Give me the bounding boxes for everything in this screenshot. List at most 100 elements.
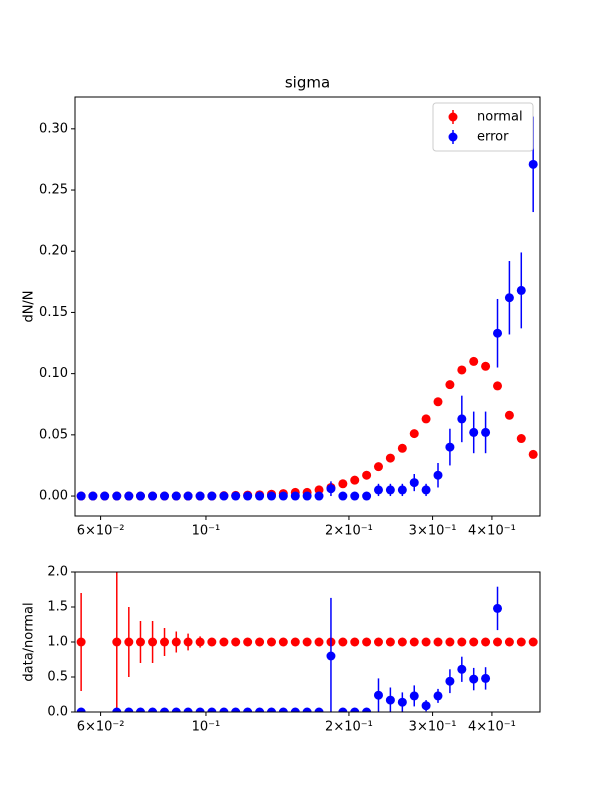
marker (504, 637, 514, 647)
marker (160, 491, 170, 501)
y-tick-label: 0.15 (39, 305, 68, 320)
marker (504, 293, 514, 303)
x-tick-label: 4×10⁻¹ (468, 524, 516, 539)
y-tick-label: 0.00 (39, 489, 68, 504)
marker (469, 427, 479, 437)
marker (385, 485, 395, 495)
marker (373, 690, 383, 700)
marker (278, 491, 288, 501)
marker (183, 707, 193, 712)
marker (112, 491, 122, 501)
marker (124, 637, 134, 647)
marker (362, 470, 372, 480)
marker (397, 443, 407, 453)
marker (397, 485, 407, 495)
marker (290, 637, 300, 647)
marker (469, 674, 479, 684)
marker (231, 637, 241, 647)
marker (481, 637, 491, 647)
marker (421, 701, 431, 711)
marker (504, 410, 514, 420)
marker (421, 414, 431, 424)
marker (76, 491, 86, 501)
marker (266, 491, 276, 501)
marker (255, 637, 265, 647)
marker (445, 676, 455, 686)
marker (171, 491, 181, 501)
marker (516, 434, 526, 444)
marker (302, 707, 312, 712)
marker (88, 491, 98, 501)
legend-label: normal (477, 110, 523, 125)
marker (135, 637, 145, 647)
marker (469, 637, 479, 647)
marker (385, 637, 395, 647)
marker (278, 637, 288, 647)
y-tick-label: 1.5 (47, 600, 68, 615)
y-tick-label: 0.25 (39, 183, 68, 198)
marker (195, 707, 205, 712)
marker (409, 429, 419, 439)
marker (302, 637, 312, 647)
legend-marker (448, 112, 458, 122)
marker (231, 491, 241, 501)
marker (493, 603, 503, 613)
marker (171, 707, 181, 712)
marker (385, 453, 395, 463)
marker (350, 475, 360, 485)
y-axis-label: dN/N (22, 290, 37, 322)
marker (481, 427, 491, 437)
marker (148, 637, 158, 647)
y-tick-label: 0.0 (47, 705, 68, 720)
marker (135, 707, 145, 712)
marker (290, 707, 300, 712)
marker (493, 381, 503, 391)
marker (290, 491, 300, 501)
legend-box (432, 102, 534, 152)
chart-title: sigma (285, 74, 330, 92)
axes-frame (74, 96, 541, 517)
marker (409, 691, 419, 701)
marker (457, 664, 467, 674)
marker (148, 491, 158, 501)
marker (469, 356, 479, 366)
y-tick-label: 2.0 (47, 565, 68, 580)
marker (397, 637, 407, 647)
marker (207, 707, 217, 712)
marker (409, 637, 419, 647)
marker (433, 691, 443, 701)
marker (528, 159, 538, 169)
marker (148, 707, 158, 712)
marker (326, 651, 336, 661)
marker (314, 637, 324, 647)
plot-area (76, 116, 538, 501)
x-tick-label: 2×10⁻¹ (325, 524, 373, 539)
marker (278, 707, 288, 712)
marker (493, 637, 503, 647)
y-tick-label: 0.30 (39, 121, 68, 136)
marker (338, 491, 348, 501)
marker (124, 491, 134, 501)
marker (516, 637, 526, 647)
marker (373, 637, 383, 647)
y-tick-label: 0.10 (39, 366, 68, 381)
marker (171, 637, 181, 647)
marker (255, 491, 265, 501)
axes-frame (74, 571, 541, 713)
marker (338, 637, 348, 647)
x-tick-label: 6×10⁻² (77, 720, 125, 735)
x-tick-label: 4×10⁻¹ (468, 720, 516, 735)
marker (219, 707, 229, 712)
marker (219, 491, 229, 501)
marker (481, 673, 491, 683)
plot-area (76, 572, 538, 712)
y-tick-label: 0.5 (47, 670, 68, 685)
marker (160, 707, 170, 712)
legend-label: error (477, 130, 509, 145)
x-tick-label: 2×10⁻¹ (325, 720, 373, 735)
marker (302, 491, 312, 501)
marker (457, 365, 467, 375)
marker (409, 478, 419, 488)
marker (314, 491, 324, 501)
x-tick-label: 10⁻¹ (192, 720, 221, 735)
